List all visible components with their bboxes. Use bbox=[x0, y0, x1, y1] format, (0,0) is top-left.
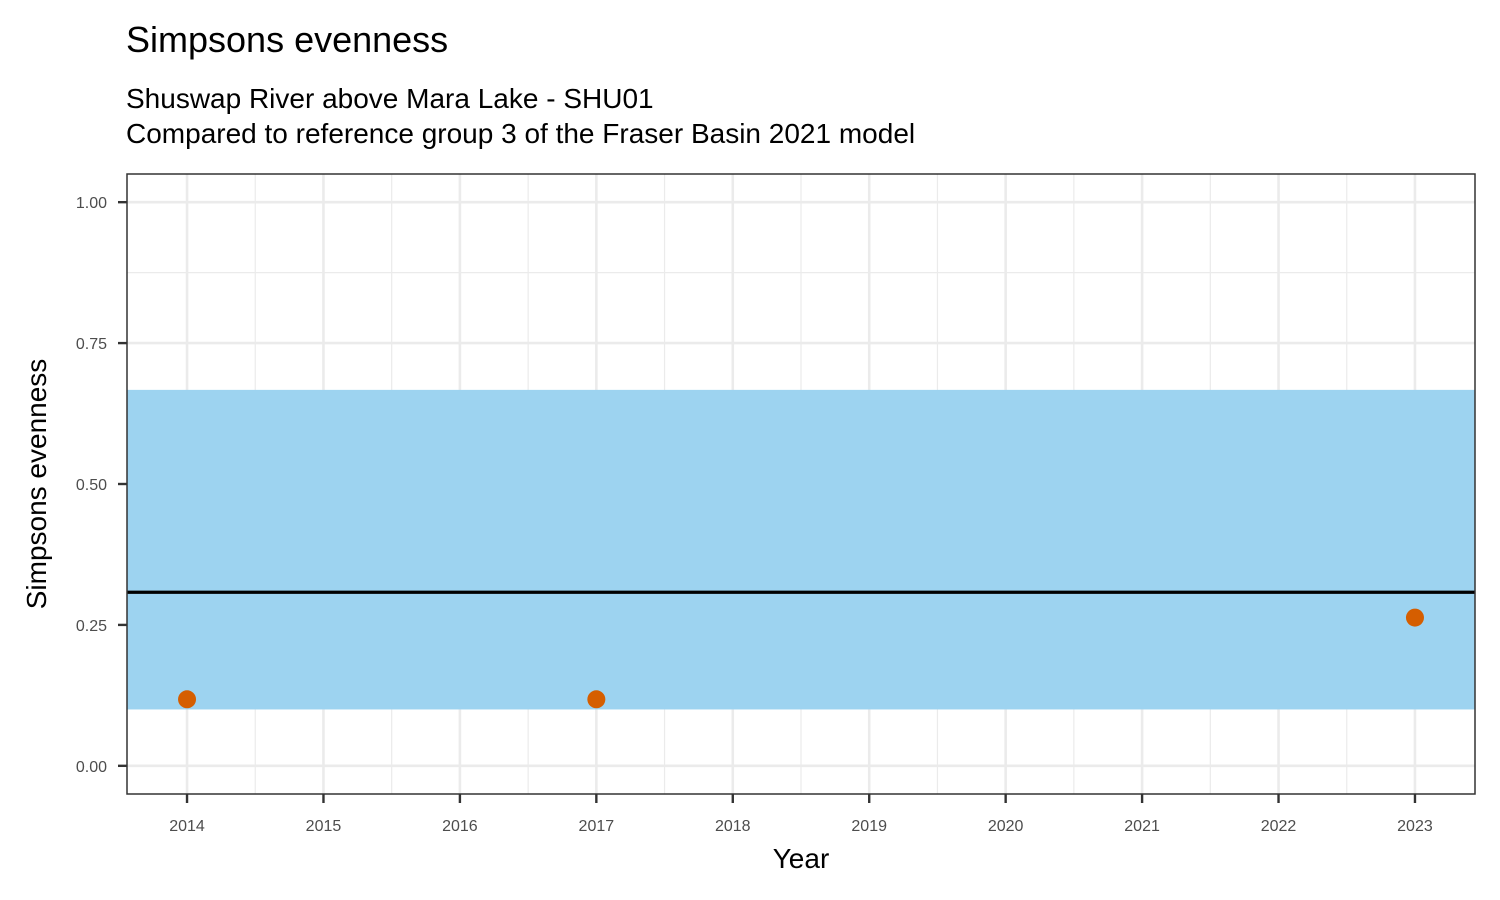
chart-subtitle-line-1: Shuswap River above Mara Lake - SHU01 bbox=[126, 83, 654, 114]
y-tick-label: 0.00 bbox=[76, 759, 107, 776]
x-tick-label: 2019 bbox=[851, 818, 887, 835]
data-points bbox=[178, 608, 1424, 709]
data-point bbox=[178, 690, 197, 709]
x-tick-label: 2022 bbox=[1261, 818, 1297, 835]
chart-title: Simpsons evenness bbox=[126, 19, 448, 60]
y-tick-label: 1.00 bbox=[76, 195, 107, 212]
x-tick-label: 2015 bbox=[306, 818, 342, 835]
y-tick-label: 0.75 bbox=[76, 336, 107, 353]
reference-band bbox=[127, 389, 1475, 710]
data-point bbox=[1405, 608, 1424, 627]
x-tick-label: 2018 bbox=[715, 818, 751, 835]
y-axis: 0.00 0.25 0.50 0.75 1.00 bbox=[76, 195, 127, 776]
x-tick-label: 2016 bbox=[442, 818, 478, 835]
x-tick-label: 2021 bbox=[1124, 818, 1160, 835]
x-tick-label: 2017 bbox=[579, 818, 615, 835]
x-tick-label: 2020 bbox=[988, 818, 1024, 835]
y-tick-label: 0.25 bbox=[76, 618, 107, 635]
x-tick-label: 2014 bbox=[169, 818, 205, 835]
x-axis: 2014 2015 2016 2017 2018 2019 2020 2021 2022 2023 bbox=[169, 794, 1433, 835]
x-axis-title: Year bbox=[773, 843, 830, 874]
y-axis-title: Simpsons evenness bbox=[21, 359, 52, 610]
data-point bbox=[587, 690, 606, 709]
chart-subtitle-line-2: Compared to reference group 3 of the Fra… bbox=[126, 118, 915, 149]
x-tick-label: 2023 bbox=[1397, 818, 1433, 835]
y-tick-label: 0.50 bbox=[76, 477, 107, 494]
